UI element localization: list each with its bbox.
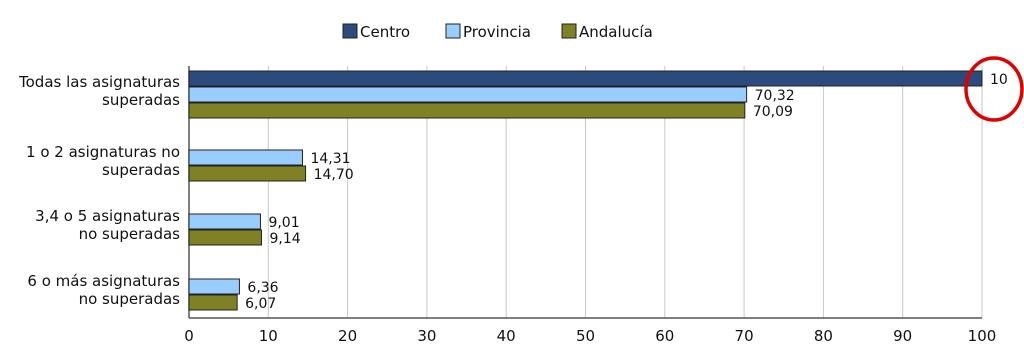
bar-provincia-2	[188, 213, 261, 230]
x-tick-label: 60	[655, 327, 674, 345]
legend-label-provincia: Provincia	[463, 23, 531, 41]
bars	[188, 70, 983, 311]
x-tick-label: 20	[338, 327, 357, 345]
data-label: 14,31	[310, 151, 350, 167]
data-label: 70,09	[753, 104, 793, 120]
bar-andalucía-2	[188, 229, 262, 246]
bar-provincia-0	[188, 86, 748, 103]
x-tick-label: 30	[417, 327, 436, 345]
x-tick-label: 80	[814, 327, 833, 345]
data-label: 10	[990, 72, 1008, 88]
legend-swatch-centro	[342, 23, 358, 39]
x-tick-label: 0	[184, 327, 194, 345]
category-label: 1 o 2 asignaturas no	[26, 143, 180, 161]
category-label: no superadas	[79, 290, 181, 308]
bar-andalucía-1	[188, 165, 307, 182]
data-label: 6,36	[247, 280, 278, 296]
x-tick-labels: 0 10 20 30 40 50 60 70 80 90 100	[184, 327, 996, 345]
legend-label-andalucía: Andalucía	[579, 23, 653, 41]
data-label: 9,01	[268, 215, 299, 231]
bar-centro-0	[188, 70, 983, 87]
legend-swatch-provincia	[445, 23, 461, 39]
bar-provincia-1	[188, 149, 303, 166]
category-label: 6 o más asignaturas	[27, 272, 180, 290]
category-label: superadas	[102, 161, 180, 179]
bar-provincia-3	[188, 278, 240, 295]
x-tick-label: 10	[259, 327, 278, 345]
highlight-circle-annotation	[964, 56, 1024, 122]
legend-label-centro: Centro	[360, 23, 410, 41]
category-label: 3,4 o 5 asignaturas	[35, 207, 180, 225]
x-tick-label: 50	[576, 327, 595, 345]
x-tick-label: 40	[497, 327, 516, 345]
x-tick-label: 100	[968, 327, 997, 345]
legend: Centro Provincia Andalucía	[342, 23, 653, 41]
category-label: no superadas	[79, 225, 181, 243]
x-tick-label: 90	[893, 327, 912, 345]
legend-swatch-andalucía	[561, 23, 577, 39]
x-tick-label: 70	[735, 327, 754, 345]
data-label: 6,07	[245, 296, 276, 312]
category-label: superadas	[102, 91, 180, 109]
data-label: 9,14	[269, 231, 300, 247]
bar-andalucía-0	[188, 102, 746, 119]
data-label: 70,32	[755, 88, 795, 104]
data-label: 14,70	[314, 167, 354, 183]
category-label: Todas las asignaturas	[18, 73, 180, 91]
bar-andalucía-3	[188, 294, 238, 311]
